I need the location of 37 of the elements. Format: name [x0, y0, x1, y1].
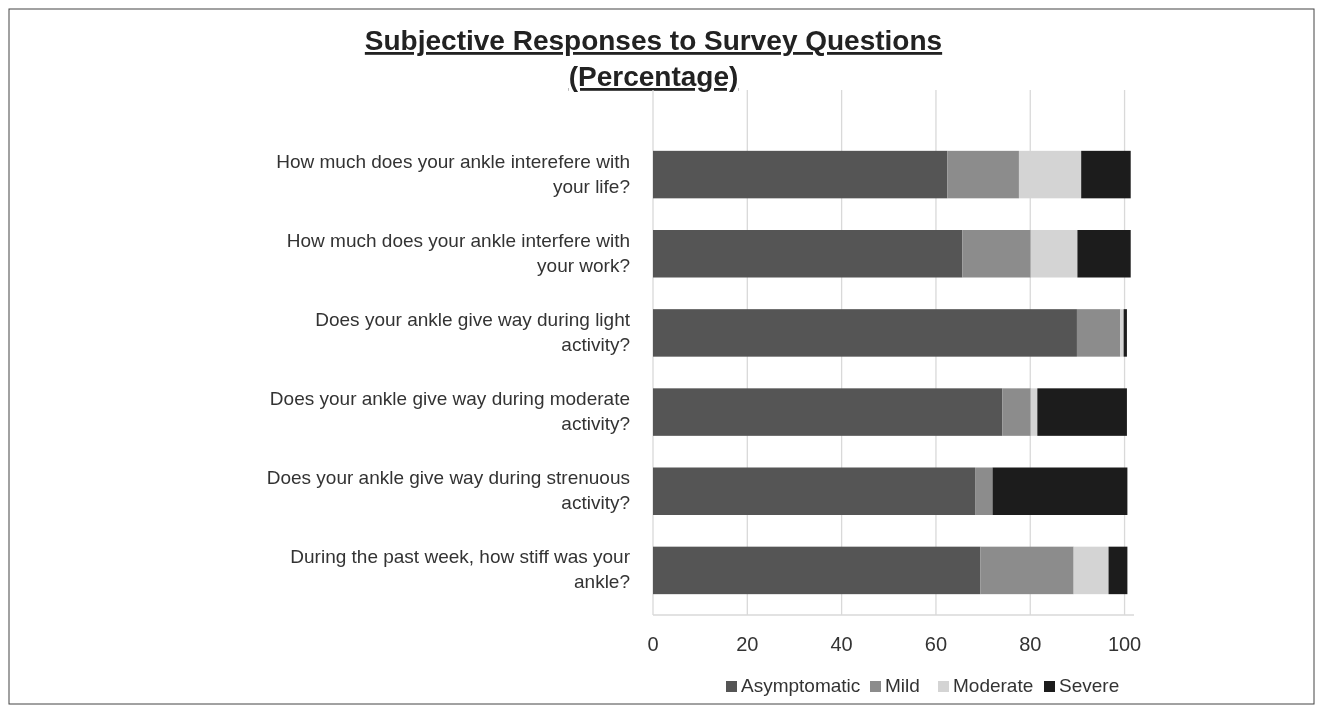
bar [653, 467, 976, 515]
y-tick-label: Does your ankle give way during moderate activity? [269, 388, 630, 435]
x-tick-label: 100 [1107, 633, 1142, 655]
y-tick-label: How much does your ankle interfere with your work? [286, 229, 630, 276]
x-tick-label: 0 [647, 633, 659, 655]
bar [962, 230, 1031, 278]
bar [947, 150, 1019, 199]
x-tick-label: 20 [736, 633, 759, 655]
y-tick-label: During the past week, how stiff was your ankle? [290, 546, 631, 593]
bar [1108, 546, 1128, 595]
bar [653, 546, 981, 595]
bar [1081, 150, 1131, 199]
legend-label: Mild [885, 675, 920, 696]
x-tick-label: 60 [924, 633, 948, 655]
x-tick-label: 80 [1019, 633, 1042, 655]
bar [975, 467, 993, 515]
legend-label: Moderate [953, 675, 1034, 696]
y-tick-label: Does your ankle give way during strenuous activity? [266, 467, 630, 514]
bar [653, 150, 948, 199]
chart-title: Subjective Responses to Survey Questions (Percentage) [364, 25, 943, 92]
bar [980, 546, 1074, 595]
legend-label: Severe [1059, 675, 1120, 696]
bar [653, 230, 963, 278]
bar [1076, 309, 1121, 357]
bar [1037, 388, 1127, 436]
x-tick-label: 40 [830, 633, 853, 655]
bar [1030, 388, 1038, 436]
bar [653, 388, 1003, 436]
bar [992, 467, 1128, 515]
y-tick-label: How much does your ankle interefere with your life? [276, 150, 630, 197]
bar [1077, 230, 1131, 278]
legend-label: Asymptomatic [741, 675, 861, 696]
bar [1002, 388, 1031, 436]
bar [1073, 546, 1109, 595]
bar [1030, 230, 1078, 278]
y-tick-label: Does your ankle give way during light activity? [315, 308, 631, 355]
bar [653, 309, 1077, 357]
